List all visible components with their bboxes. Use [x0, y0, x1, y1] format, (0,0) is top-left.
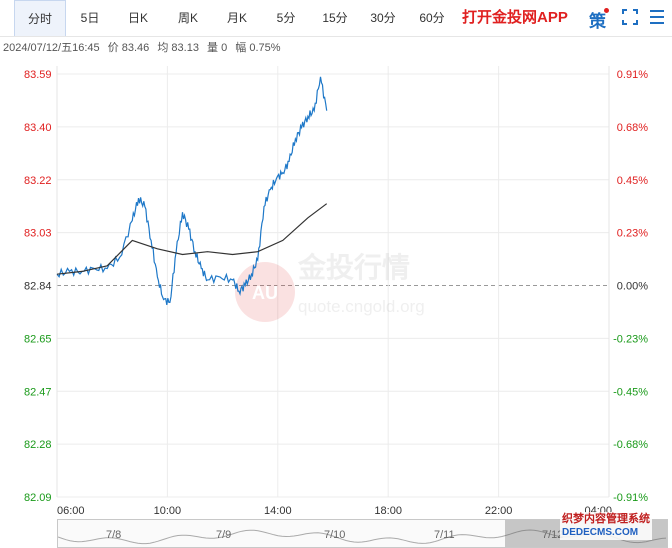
pct-tick-label: 0.23% — [617, 228, 648, 240]
tab-weekly-k[interactable]: 周K — [177, 11, 198, 25]
quote-info-bar: 2024/07/12/五16:45 价 83.46 均 83.13 量 0 幅 … — [0, 40, 286, 56]
navigator-date: 7/11 — [434, 529, 455, 541]
x-axis-labels: 06:00 10:00 14:00 18:00 22:00 04:00 — [57, 505, 612, 517]
strategy-button[interactable]: 策 — [589, 12, 606, 31]
pct-tick-label: -0.68% — [613, 439, 648, 451]
tab-5day[interactable]: 5日 — [80, 11, 100, 25]
x-tick-label: 10:00 — [154, 505, 182, 517]
period-tabs: 分时 5日 日K 周K 月K 5分 15分 30分 60分 打开金投网APP 策 — [0, 0, 672, 37]
pct-tick-label: -0.91% — [613, 492, 648, 504]
y-tick-label: 83.22 — [24, 175, 52, 187]
tab-60min[interactable]: 60分 — [419, 11, 445, 25]
pct-tick-label: -0.23% — [613, 333, 648, 345]
tab-30min[interactable]: 30分 — [370, 11, 396, 25]
chart-watermark: AU 金投行情 quote.cngold.org — [235, 251, 425, 322]
info-volume: 量 0 — [207, 42, 228, 54]
navigator-date: 7/8 — [106, 529, 122, 541]
y-tick-label: 83.40 — [24, 122, 52, 134]
y-tick-label: 82.47 — [24, 386, 52, 398]
info-change: 幅 0.75% — [235, 42, 281, 54]
chart-series — [56, 76, 328, 306]
tab-daily-k[interactable]: 日K — [127, 11, 148, 25]
watermark-brand: 金投行情 — [297, 251, 410, 284]
price-line — [56, 76, 328, 306]
watermark-site: quote.cngold.org — [298, 297, 425, 316]
pct-tick-label: 0.91% — [617, 69, 648, 81]
pct-tick-label: -0.45% — [613, 386, 648, 398]
y-tick-label: 82.28 — [24, 439, 52, 451]
more-icon[interactable] — [650, 9, 664, 25]
tab-15min[interactable]: 15分 — [322, 11, 348, 25]
watermark-logo-text: AU — [252, 283, 278, 303]
x-tick-label: 18:00 — [374, 505, 402, 517]
y-tick-label: 83.59 — [24, 69, 52, 81]
navigator-date: 7/10 — [324, 529, 346, 541]
corner-watermark-line2: DEDECMS.COM — [562, 527, 639, 538]
chart-grid — [56, 66, 610, 498]
corner-watermark-line1: 织梦内容管理系统 — [562, 513, 650, 525]
x-tick-label: 06:00 — [57, 505, 85, 517]
y-tick-label: 82.84 — [24, 281, 52, 293]
y-tick-label: 82.65 — [24, 333, 52, 345]
open-app-link[interactable]: 打开金投网APP — [462, 9, 568, 26]
navigator-date: 7/9 — [216, 529, 232, 541]
info-average: 均 83.13 — [157, 42, 199, 54]
tab-intraday[interactable]: 分时 — [14, 0, 66, 36]
average-line — [56, 203, 328, 275]
info-datetime: 2024/07/12/五16:45 — [3, 42, 100, 54]
corner-watermark: 织梦内容管理系统 DEDECMS.COM — [560, 512, 652, 540]
y-tick-label: 82.09 — [24, 492, 52, 504]
pct-tick-label: 0.00% — [617, 281, 648, 293]
x-tick-label: 22:00 — [485, 505, 513, 517]
navigator-date: 7/12 — [542, 529, 564, 541]
pct-tick-label: 0.45% — [617, 175, 648, 187]
x-tick-label: 14:00 — [264, 505, 292, 517]
y-tick-label: 83.03 — [24, 228, 52, 240]
tab-monthly-k[interactable]: 月K — [226, 11, 247, 25]
pct-tick-label: 0.68% — [617, 122, 648, 134]
tab-5min[interactable]: 5分 — [276, 11, 296, 25]
fullscreen-icon[interactable] — [622, 9, 638, 25]
y-axis-labels: 83.59 0.91% 83.40 0.68% 83.22 0.45% 83.03 0.23%… — [24, 69, 648, 504]
notification-dot — [604, 8, 609, 13]
info-price: 价 83.46 — [107, 42, 150, 54]
